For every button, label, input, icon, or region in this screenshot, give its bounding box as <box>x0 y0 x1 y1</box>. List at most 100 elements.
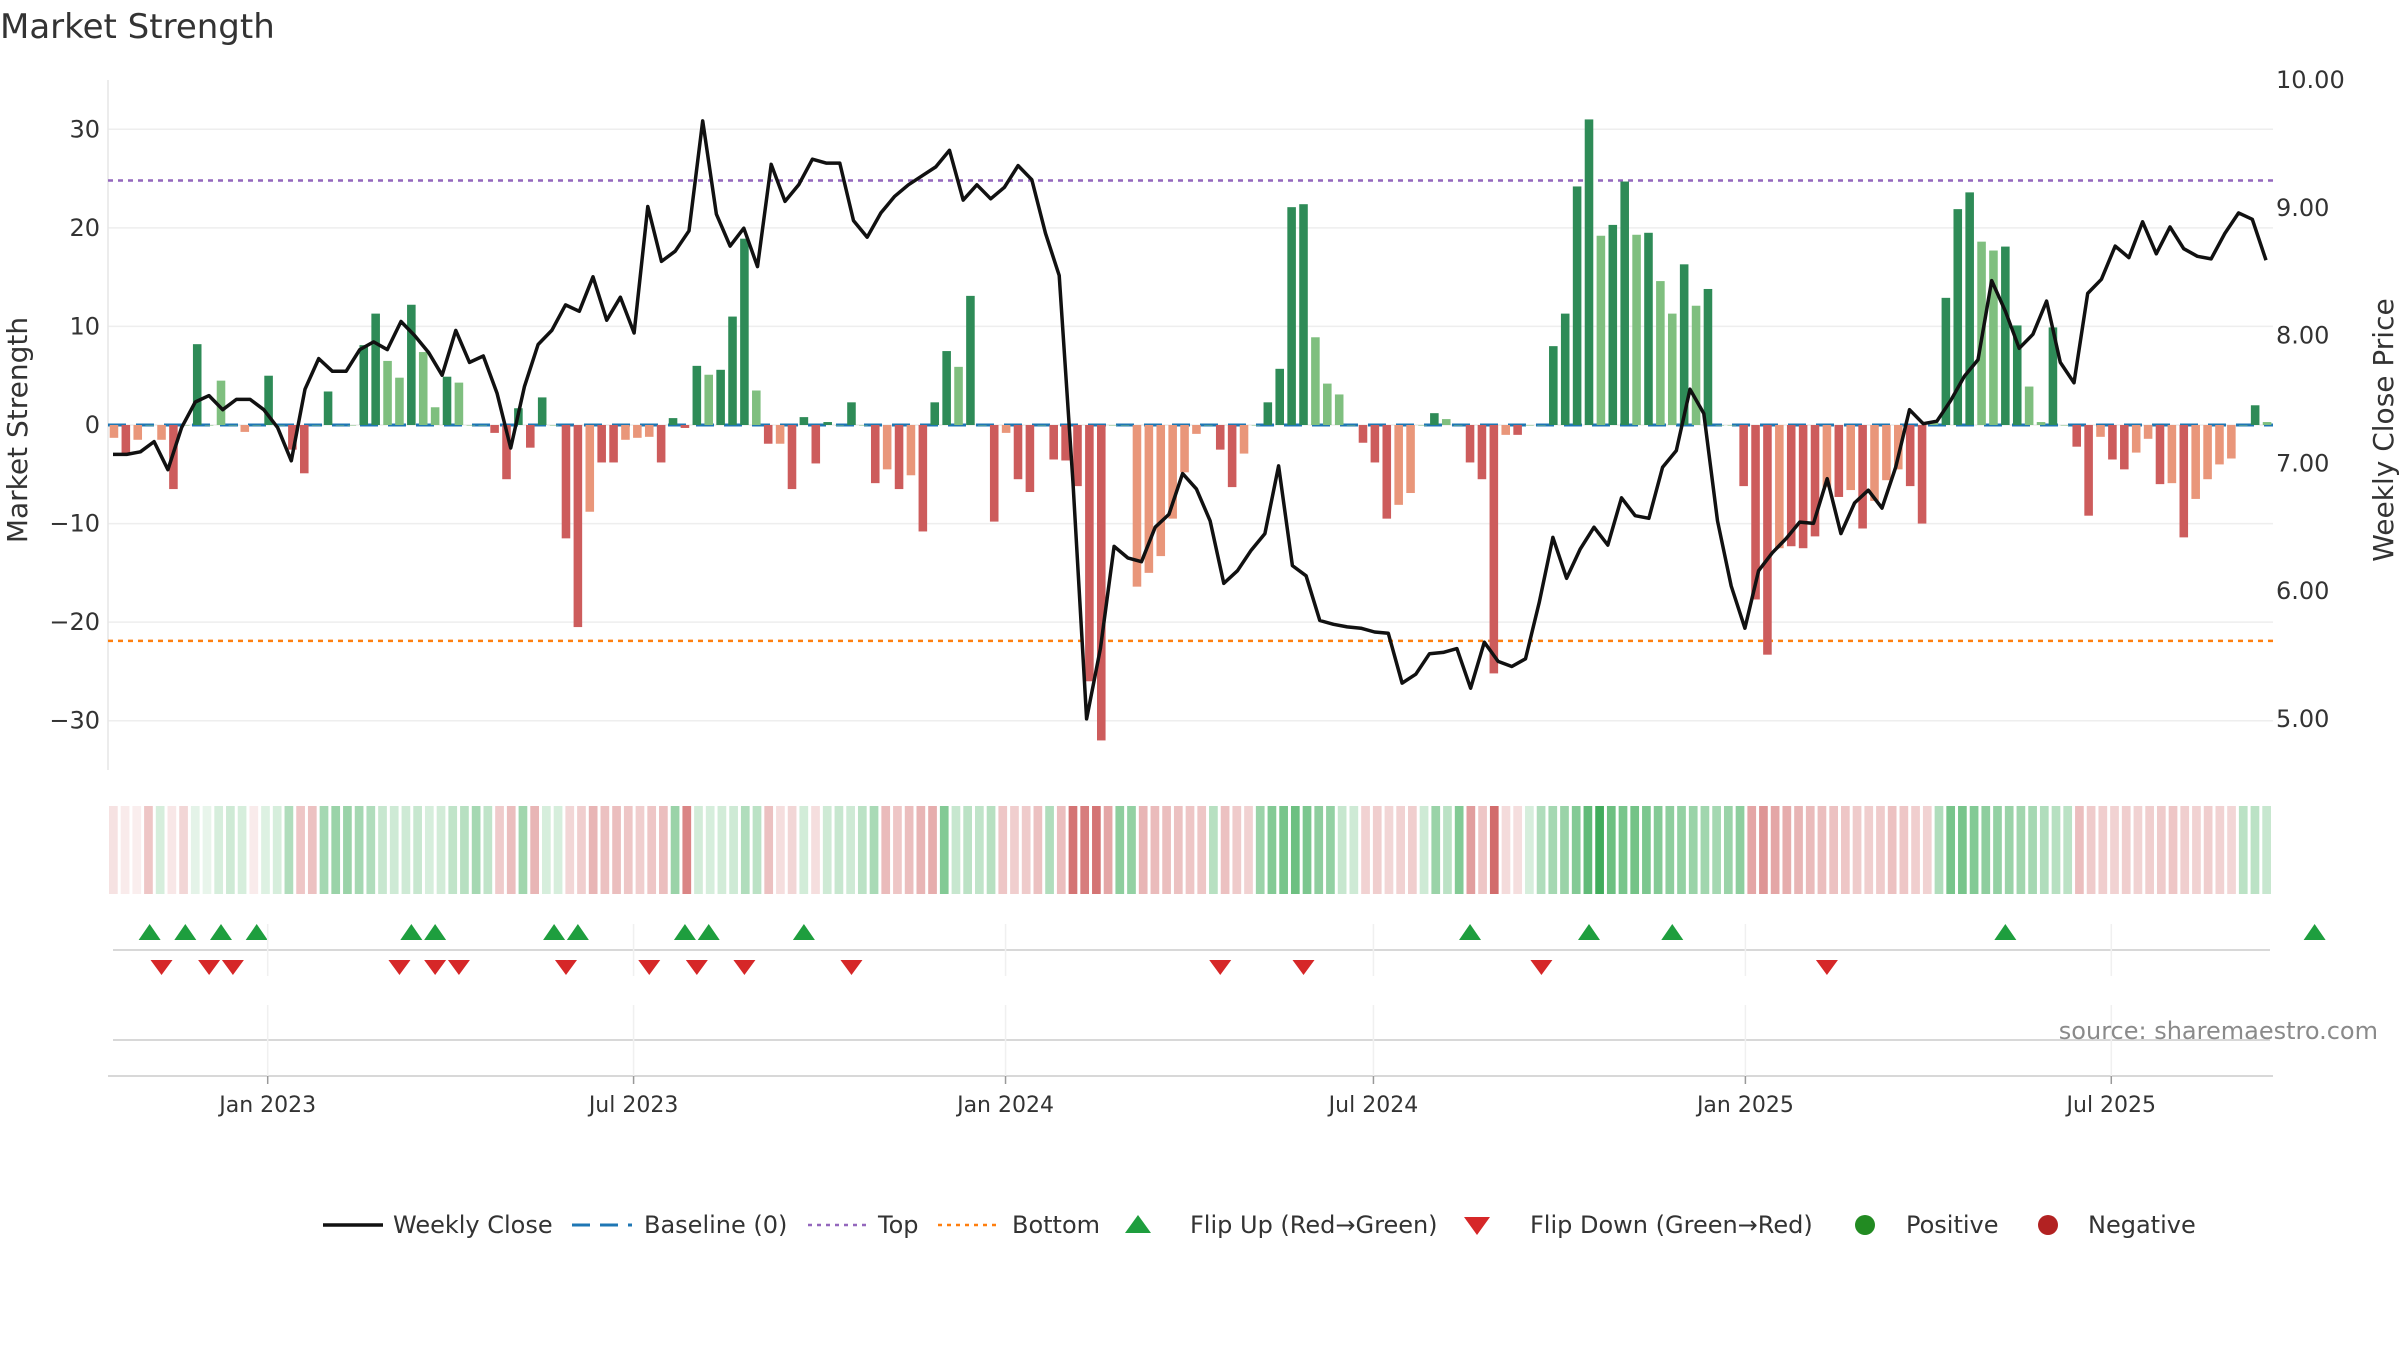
strength-bar <box>359 345 369 425</box>
strength-bar <box>1085 425 1094 682</box>
strength-bar <box>454 382 464 425</box>
strength-bar <box>1715 425 1725 426</box>
strength-bar <box>1108 425 1118 426</box>
band-cell <box>214 806 224 894</box>
strength-bar <box>1572 186 1582 425</box>
band-cell <box>2098 806 2108 894</box>
legend-swatch-positive <box>1855 1215 1875 1235</box>
weekly-close-line <box>113 119 2268 721</box>
band-cell <box>1899 806 1909 894</box>
band-cell <box>1056 806 1066 894</box>
strength-bar <box>1810 425 1820 537</box>
strength-bar <box>430 407 440 425</box>
band-cell <box>272 806 282 894</box>
band-cell <box>1209 806 1218 894</box>
flip-up-marker <box>1994 924 2017 940</box>
legend-label-flip-up: Flip Up (Red→Green) <box>1190 1211 1438 1239</box>
strength-bar <box>2072 425 2082 447</box>
strength-bar <box>1858 425 1867 529</box>
x-tick-label: Jan 2025 <box>1695 1093 1794 1118</box>
strength-bar <box>526 425 535 448</box>
band-cell <box>378 806 387 894</box>
band-cell <box>1197 806 1207 894</box>
band-cell <box>1220 806 1230 894</box>
band-cell <box>1408 806 1417 894</box>
band-cell <box>1244 806 1253 894</box>
strength-bar <box>1251 425 1261 426</box>
flip-down-marker <box>1530 960 1553 975</box>
strength-bar <box>466 425 476 426</box>
band-cell <box>1735 806 1745 894</box>
band-cell <box>1712 806 1721 894</box>
strength-bar <box>1941 297 1951 425</box>
strength-bar <box>1001 425 1011 433</box>
flip-up-marker <box>566 924 589 940</box>
strength-bar <box>1667 313 1677 425</box>
strength-bar <box>418 352 428 425</box>
band-cell <box>1443 806 1452 894</box>
legend-label-top: Top <box>877 1211 919 1239</box>
flip-up-marker <box>1459 924 1482 940</box>
band-cell <box>2250 806 2260 894</box>
strength-bar <box>2131 425 2141 453</box>
lower-panels <box>108 924 2273 1077</box>
band-cell <box>1372 806 1382 894</box>
strength-bar <box>1608 224 1618 425</box>
band-cell <box>740 806 750 894</box>
flip-down-marker <box>221 960 244 975</box>
strength-bar <box>942 351 951 425</box>
strength-bar <box>1394 425 1403 505</box>
strength-bar <box>930 402 940 425</box>
legend-swatch-flip-up <box>1125 1215 1151 1233</box>
flip-down-marker <box>447 960 470 975</box>
legend-label-weekly-close: Weekly Close <box>393 1211 553 1239</box>
band-cell <box>1489 806 1499 894</box>
strength-bar <box>585 425 595 512</box>
strength-bar <box>1156 425 1166 557</box>
band-cell <box>1162 806 1171 894</box>
band-cell <box>413 806 422 894</box>
band-cell <box>1021 806 1031 894</box>
strength-bar <box>2179 425 2189 538</box>
band-cell <box>2110 806 2119 894</box>
band-cell <box>1279 806 1288 894</box>
strength-bar <box>1097 425 1106 741</box>
strength-bar <box>1287 207 1296 425</box>
strength-bar <box>740 238 749 425</box>
strength-bar <box>1406 425 1415 494</box>
strength-bar <box>1227 425 1237 488</box>
strength-bar <box>1418 425 1427 426</box>
strength-bar <box>335 425 345 426</box>
band-cell <box>2192 806 2201 894</box>
strength-bar <box>1370 425 1380 463</box>
band-cell <box>1185 806 1195 894</box>
flip-up-marker <box>210 924 233 940</box>
strength-bar <box>442 376 452 425</box>
strength-bar <box>1917 425 1927 524</box>
strength-bar <box>597 425 606 463</box>
strength-bar <box>1679 264 1689 425</box>
strength-bar <box>644 425 654 437</box>
x-tick-label: Jan 2023 <box>217 1093 316 1118</box>
strength-bar <box>1989 250 1998 425</box>
y-axis-left-label: Market Strength <box>1 317 34 543</box>
band-cell <box>1466 806 1476 894</box>
strength-bar <box>1168 425 1177 519</box>
legend-swatch-flip-down <box>1464 1217 1490 1235</box>
band-cell <box>1864 806 1874 894</box>
strength-bar <box>2024 386 2034 425</box>
band-cell <box>916 806 926 894</box>
strength-bar <box>145 425 154 426</box>
strength-bar <box>537 397 547 425</box>
band-cell <box>530 806 539 894</box>
band-cell <box>2168 806 2178 894</box>
strength-bar <box>1025 425 1035 493</box>
band-cell <box>975 806 984 894</box>
band-cell <box>401 806 411 894</box>
band-cell <box>1958 806 1967 894</box>
y-tick-right: 7.00 <box>2276 449 2329 477</box>
strength-bar <box>1275 368 1284 425</box>
strength-bar <box>549 425 559 426</box>
strength-bar <box>1489 425 1499 674</box>
strength-bar <box>1346 425 1356 426</box>
